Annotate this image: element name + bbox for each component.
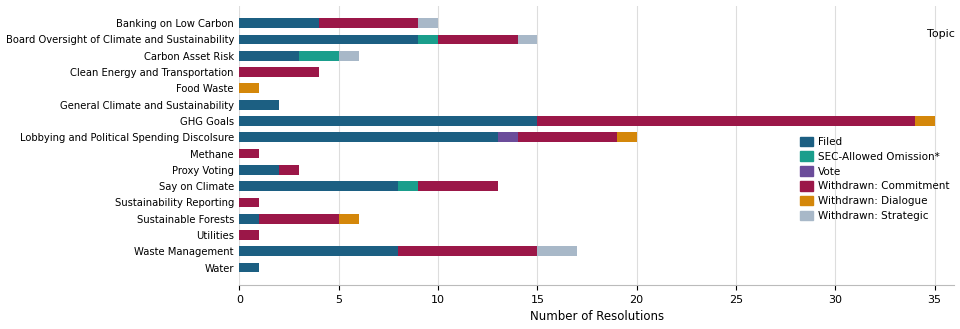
- X-axis label: Number of Resolutions: Number of Resolutions: [530, 311, 664, 323]
- Bar: [239, 100, 279, 110]
- Bar: [538, 246, 577, 256]
- Bar: [239, 51, 300, 61]
- Bar: [239, 165, 279, 175]
- Bar: [239, 84, 259, 93]
- Bar: [239, 35, 419, 44]
- Bar: [617, 132, 636, 142]
- Bar: [398, 181, 419, 191]
- Bar: [398, 246, 538, 256]
- Bar: [239, 18, 319, 28]
- Bar: [239, 67, 319, 77]
- Bar: [239, 230, 259, 240]
- Bar: [239, 263, 259, 272]
- Bar: [538, 116, 915, 126]
- Bar: [339, 51, 359, 61]
- Bar: [239, 181, 398, 191]
- Bar: [419, 18, 438, 28]
- Bar: [339, 214, 359, 224]
- Bar: [239, 132, 497, 142]
- Legend: Filed, SEC-Allowed Omission*, Vote, Withdrawn: Commitment, Withdrawn: Dialogue, : Filed, SEC-Allowed Omission*, Vote, With…: [800, 137, 949, 221]
- Bar: [517, 132, 617, 142]
- Bar: [300, 51, 339, 61]
- Bar: [279, 165, 300, 175]
- Bar: [419, 35, 438, 44]
- Bar: [915, 116, 935, 126]
- Bar: [517, 35, 538, 44]
- Bar: [497, 132, 517, 142]
- Bar: [239, 214, 259, 224]
- Bar: [319, 18, 419, 28]
- Bar: [438, 35, 517, 44]
- Bar: [239, 197, 259, 207]
- Bar: [419, 181, 497, 191]
- Bar: [259, 214, 339, 224]
- Text: Topic: Topic: [926, 30, 954, 39]
- Bar: [239, 116, 538, 126]
- Bar: [239, 246, 398, 256]
- Bar: [239, 149, 259, 158]
